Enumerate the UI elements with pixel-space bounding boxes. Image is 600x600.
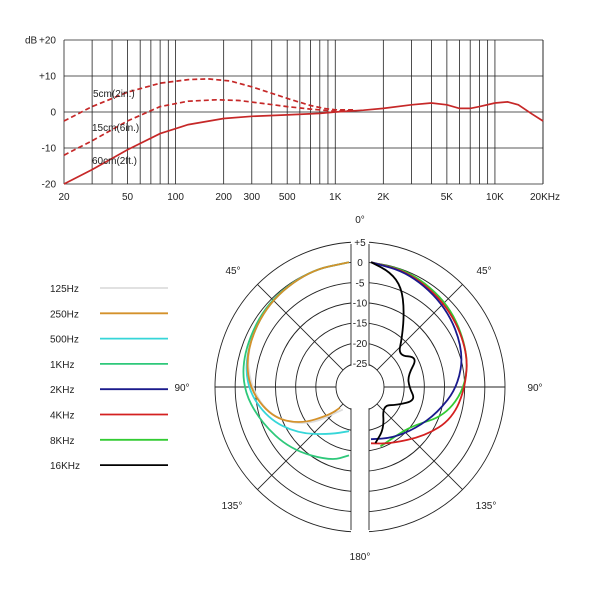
polar-spoke: [376, 284, 463, 371]
angle-label-90-left: 90°: [174, 383, 189, 394]
polar-curve: [245, 261, 350, 435]
x-tick-label: 300: [243, 192, 260, 203]
response-curve: [63, 78, 354, 122]
legend-label: 4KHz: [50, 411, 74, 422]
x-tick-label: 5K: [441, 192, 454, 203]
polar-center: [337, 364, 383, 410]
angle-label-135-right: 135°: [476, 501, 497, 512]
y-tick-label: 0: [50, 108, 56, 119]
polar-curve: [247, 261, 350, 424]
polar-spoke: [376, 403, 463, 490]
polar-curve: [370, 261, 468, 448]
y-axis-label: dB: [25, 36, 38, 47]
series-label: 60cm(2ft.): [92, 156, 137, 167]
series-label: 5cm(2in.): [93, 89, 135, 100]
x-tick-label: 50: [122, 192, 134, 203]
x-tick-label: 10K: [486, 192, 504, 203]
polar-curve: [370, 261, 463, 441]
angle-label-135-left: 135°: [222, 501, 243, 512]
x-tick-label: 200: [215, 192, 232, 203]
legend-label: 500Hz: [50, 335, 79, 346]
series-label: 15cm(6in.): [92, 123, 139, 134]
radial-tick-label: -10: [353, 299, 368, 310]
polar-curve: [246, 261, 350, 423]
response-curve: [63, 101, 544, 185]
radial-tick-label: 0: [357, 258, 363, 269]
y-tick-label: +10: [39, 72, 56, 83]
legend-label: 8KHz: [50, 436, 74, 447]
legend-label: 1KHz: [50, 360, 74, 371]
polar-curve: [370, 261, 468, 445]
polar-spoke: [257, 403, 344, 490]
legend-label: 125Hz: [50, 284, 79, 295]
polar-spoke: [257, 284, 344, 371]
angle-label-180: 180°: [350, 552, 371, 563]
angle-label-0: 0°: [355, 215, 365, 226]
angle-label-45-left: 45°: [225, 266, 240, 277]
y-tick-label: +20: [39, 36, 56, 47]
radial-tick-label: -25: [353, 359, 368, 370]
radial-tick-label: -15: [353, 319, 368, 330]
x-tick-label: 1K: [329, 192, 342, 203]
legend-label: 16KHz: [50, 461, 80, 472]
angle-label-45-right: 45°: [476, 266, 491, 277]
legend-label: 250Hz: [50, 309, 79, 320]
response-curve: [63, 98, 354, 156]
radial-tick-label: -5: [356, 278, 365, 289]
x-tick-label: 2K: [377, 192, 390, 203]
x-tick-label: 500: [279, 192, 296, 203]
y-tick-label: -10: [42, 144, 57, 155]
radial-tick-label: +5: [354, 238, 366, 249]
x-tick-label: 100: [167, 192, 184, 203]
radial-tick-label: -20: [353, 339, 368, 350]
polar-curve: [370, 261, 416, 444]
angle-label-90-right: 90°: [527, 383, 542, 394]
legend-label: 2KHz: [50, 385, 74, 396]
y-tick-label: -20: [42, 180, 57, 191]
x-tick-label: 20: [58, 192, 70, 203]
x-tick-label: 20KHz: [530, 192, 560, 203]
